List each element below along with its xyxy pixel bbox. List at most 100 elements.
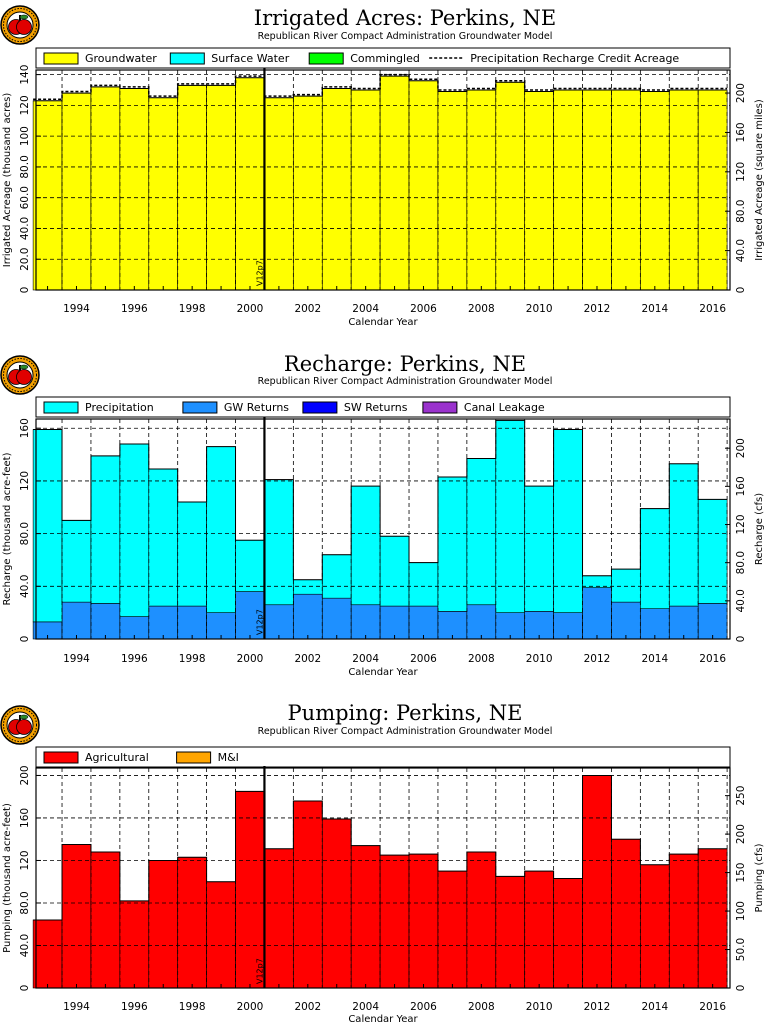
- y-tick-label: 120: [19, 471, 31, 491]
- x-tick-label: 1996: [121, 1001, 148, 1013]
- bar-segment: [321, 597, 352, 640]
- bar-segment: [379, 605, 410, 640]
- y-tick-label: 200: [19, 765, 31, 785]
- legend: Precipitation GW Returns SW Returns Canal L…: [35, 396, 731, 418]
- x-tick-label: 2008: [468, 1001, 495, 1013]
- bar-segment: [408, 80, 439, 291]
- bar-segment: [148, 605, 178, 640]
- bar-segment: [264, 848, 294, 989]
- dashed-credit-line: [33, 73, 728, 100]
- apple-logo-icon: [0, 705, 40, 745]
- x-tick-label: 2002: [294, 303, 321, 315]
- bar-segment: [495, 612, 525, 640]
- bar-segment: [235, 77, 265, 291]
- legend-label: GW Returns: [224, 401, 289, 414]
- legend-label: Agricultural: [85, 751, 149, 764]
- x-tick-label: 1998: [179, 653, 206, 665]
- legend-swatch: [308, 52, 344, 65]
- x-tick-label: 2014: [641, 653, 668, 665]
- bar-segment: [321, 88, 352, 291]
- y-tick-label: 80.0: [19, 522, 31, 545]
- x-tick-label: 1996: [121, 653, 148, 665]
- bar-segment: [293, 800, 323, 989]
- apple-logo-icon: [0, 355, 40, 395]
- x-tick-label: 2010: [526, 303, 553, 315]
- bar-segment: [582, 775, 612, 989]
- y-right-tick-label: 160: [735, 476, 747, 496]
- bar-segment: [524, 485, 554, 612]
- y-right-tick-label: 160: [735, 122, 747, 142]
- y-tick-label: 60.0: [19, 186, 31, 209]
- y-right-tick-label: 0: [735, 985, 747, 992]
- bar-segment: [466, 851, 497, 989]
- bar-segment: [437, 91, 468, 291]
- bar-segment: [90, 603, 121, 640]
- bar-segment: [293, 95, 323, 291]
- bar-segment: [640, 91, 670, 291]
- legend-label: Precipitation Recharge Credit Acreage: [470, 52, 679, 65]
- bar-segment: [611, 568, 641, 603]
- x-tick-label: 2010: [526, 653, 553, 665]
- bar-segment: [611, 601, 641, 640]
- x-tick-label: 1994: [63, 303, 90, 315]
- y-tick-label: 20.0: [19, 248, 31, 271]
- bar-segment: [524, 611, 554, 640]
- bar-segment: [495, 876, 525, 989]
- y-right-tick-label: 100: [735, 901, 747, 921]
- grid: [36, 419, 730, 639]
- bar-segment: [119, 88, 150, 291]
- bar-segment: [61, 601, 92, 640]
- y-right-tick-label: 0: [735, 287, 747, 294]
- bar-segment: [293, 593, 323, 640]
- bar-segment: [206, 446, 236, 613]
- legend-item: GW Returns: [182, 401, 289, 414]
- y-right-tick-label: 80.0: [735, 551, 747, 574]
- legend-item: Groundwater: [43, 52, 157, 65]
- plot-frame: [35, 767, 731, 989]
- bar-segment: [668, 853, 699, 989]
- grid: [36, 70, 730, 290]
- chart-subtitle: Republican River Compact Administration …: [258, 31, 553, 42]
- legend-swatch: [169, 52, 205, 65]
- bar-segment: [524, 91, 554, 291]
- bar-segment: [553, 429, 583, 613]
- bar-segment: [119, 900, 150, 989]
- bar-segment: [697, 603, 728, 640]
- bar-segment: [32, 919, 63, 989]
- legend-item: Commingled: [308, 52, 420, 65]
- legend-swatch: [43, 52, 79, 65]
- x-tick-label: 1994: [63, 1001, 90, 1013]
- y-right-axis-label: Irrigated Acreage (square miles): [754, 99, 765, 261]
- bar-segment: [697, 499, 728, 604]
- legend-item: M&I: [176, 751, 239, 764]
- y-right-tick-label: 200: [735, 824, 747, 844]
- y-tick-label: 0: [19, 287, 31, 294]
- bar-segment: [553, 89, 583, 291]
- x-tick-label: 2004: [352, 653, 379, 665]
- apple-logo-icon: [0, 5, 40, 45]
- bar-segment: [350, 89, 381, 291]
- series-outline: [33, 75, 728, 102]
- bar-segment: [264, 604, 294, 640]
- y-tick-label: 160: [19, 808, 31, 828]
- bar-segment: [235, 539, 265, 592]
- y-right-tick-label: 150: [735, 863, 747, 883]
- y-tick-label: 0: [19, 985, 31, 992]
- chart-title: Pumping: Perkins, NE: [288, 701, 523, 725]
- y-tick-label: 40.0: [19, 575, 31, 598]
- legend-item: SW Returns: [302, 401, 408, 414]
- y-right-tick-label: 40.0: [735, 239, 747, 262]
- chart-title: Recharge: Perkins, NE: [284, 352, 526, 376]
- bar-segment: [148, 97, 178, 291]
- legend-label: Surface Water: [211, 52, 289, 65]
- chart-subtitle: Republican River Compact Administration …: [258, 726, 553, 737]
- legend-label: Commingled: [350, 52, 420, 65]
- bar-segment: [466, 89, 497, 291]
- bar-segment: [408, 605, 439, 640]
- y-right-tick-label: 50.0: [735, 938, 747, 961]
- x-tick-label: 2008: [468, 303, 495, 315]
- bar-segment: [611, 838, 641, 989]
- bar-segment: [148, 860, 178, 989]
- bar-segment: [379, 75, 410, 291]
